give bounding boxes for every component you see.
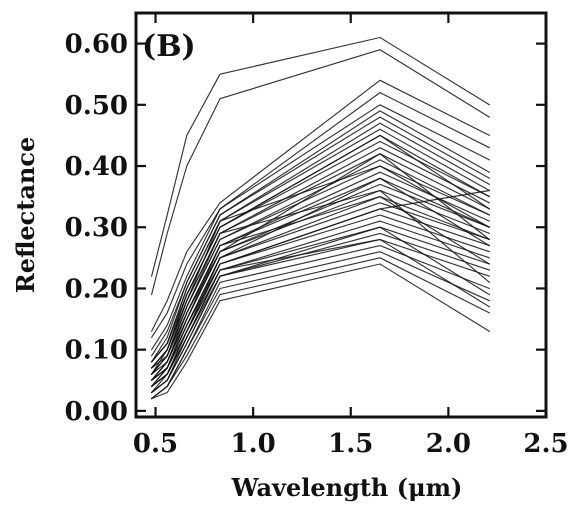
spectrum-line-4 — [151, 92, 490, 338]
tick-layer: 0.5 1.0 1.5 2.0 2.5 0.00 0.10 0.20 0.30 0.40 0.50 0… — [65, 13, 569, 459]
spectrum-line-2 — [151, 49, 490, 296]
x-tick-label: 1.0 — [231, 429, 276, 459]
spectrum-line-35 — [151, 226, 490, 387]
spectrum-line-5 — [151, 104, 490, 351]
x-axis-label: Wavelength (μm) — [231, 473, 463, 502]
spectrum-line-27 — [151, 238, 490, 394]
y-tick-label: 0.30 — [65, 213, 128, 243]
plot-frame — [134, 11, 548, 419]
spectrum-line-21 — [151, 202, 490, 387]
spectrum-line-39 — [151, 165, 490, 375]
spectrum-line-40 — [151, 238, 490, 387]
spectrum-line-1 — [151, 36, 490, 277]
y-axis-label: Reflectance — [11, 137, 40, 294]
x-tick-label: 2.5 — [523, 429, 568, 459]
spectrum-line-31 — [151, 263, 490, 400]
y-tick-label: 0.50 — [65, 91, 128, 121]
spectra-layer — [151, 36, 490, 400]
spectrum-line-3 — [151, 79, 490, 332]
panel-label: (B) — [142, 29, 196, 64]
spectrum-line-38 — [151, 196, 490, 381]
y-tick-label: 0.00 — [65, 397, 128, 427]
y-tick-label: 0.60 — [65, 30, 128, 60]
y-tick-label: 0.20 — [65, 274, 128, 304]
y-tick-label: 0.10 — [65, 336, 128, 366]
spectrum-line-30 — [151, 257, 490, 400]
spectrum-line-17 — [151, 177, 490, 381]
x-tick-label: 1.5 — [328, 429, 373, 459]
x-tick-label: 2.0 — [426, 429, 471, 459]
spectrum-line-37 — [151, 177, 490, 394]
x-tick-label: 0.5 — [133, 429, 178, 459]
spectrum-line-7 — [151, 116, 490, 363]
y-tick-label: 0.40 — [65, 152, 128, 182]
